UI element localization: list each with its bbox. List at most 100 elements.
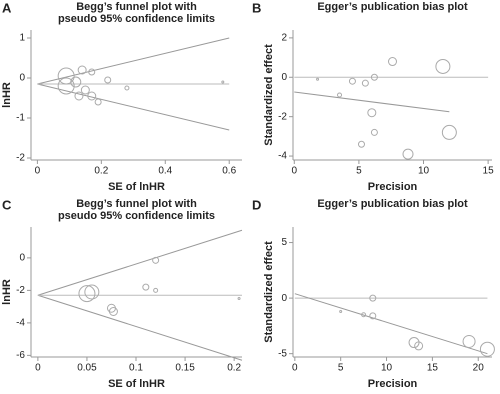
data-point [108,307,118,316]
data-point [369,294,377,302]
y-axis-label: Standardized effect [263,44,275,146]
data-point [361,312,367,318]
x-tick-label: 0.15 [175,363,195,374]
chart-title: Egger’s publication bias plot [317,1,468,13]
data-point [88,68,96,76]
data-point [70,76,82,88]
y-axis-label: Standardized effect [263,241,275,343]
x-tick-label: 20 [473,363,485,374]
reference-line [37,83,230,131]
y-tick-label: 2 [281,33,287,44]
y-tick-label: 0 [19,73,25,84]
x-axis-label: SE of lnHR [108,378,165,390]
data-point [388,57,397,67]
x-tick-label: 0 [292,166,298,177]
chart-title: Begg’s funnel plot with [76,198,197,210]
y-tick-label: -2 [278,111,287,122]
data-point [357,140,365,148]
data-point [80,85,90,95]
x-tick-label: 5 [356,166,362,177]
y-tick-label: -6 [16,350,25,361]
data-point [57,67,75,85]
y-tick-label: -4 [278,151,287,162]
x-tick-label: 0.6 [222,166,236,177]
reference-line [294,91,450,113]
data-point [153,287,159,293]
data-point [57,77,75,95]
reference-line [294,293,488,355]
y-axis-label: lnHR [1,279,13,305]
x-tick-label: 0.05 [77,363,97,374]
data-point [479,341,495,357]
y-tick-label: 5 [281,237,287,248]
data-point [124,85,130,91]
data-point [370,128,378,136]
x-tick-label: 5 [338,363,344,374]
data-point [370,73,378,81]
x-tick-label: 0.2 [227,363,241,374]
x-tick-label: 0 [35,166,41,177]
panel: D Egger’s publication bias plot 0 5 10 15 20 5 0… [252,197,495,390]
data-point [402,148,414,160]
y-tick-label: 0 [281,72,287,83]
y-tick-label: -2 [16,153,25,164]
chart-title: Egger’s publication bias plot [317,198,468,210]
y-tick-label: -2 [16,285,25,296]
data-point [462,334,476,348]
reference-line [37,229,243,296]
data-point [441,124,457,140]
x-axis-label: Precision [368,181,418,193]
data-point [221,80,225,84]
reference-line [37,37,230,85]
y-tick-label: -5 [278,348,287,359]
data-point [367,108,377,118]
data-point [348,77,356,85]
x-tick-label: 10 [381,363,393,374]
data-point [152,256,160,264]
y-tick-label: 0 [19,253,25,264]
data-point [369,312,377,320]
chart-title: pseudo 95% confidence limits [58,13,215,25]
data-point [414,341,424,351]
y-axis-label: lnHR [1,82,13,108]
panel-letter: C [2,197,12,212]
x-tick-label: 0.4 [158,166,172,177]
x-tick-label: 0 [292,363,298,374]
data-point [94,98,102,106]
data-point [104,76,112,84]
y-tick-label: 0 [281,293,287,304]
data-point [237,297,241,300]
y-tick-label: -1 [16,113,25,124]
x-tick-label: 0.2 [94,166,108,177]
data-point [339,309,343,313]
x-tick-label: 15 [483,166,495,177]
x-tick-label: 0 [35,363,41,374]
data-point [435,58,451,74]
data-point [74,91,84,101]
x-tick-label: 15 [427,363,439,374]
y-tick-label: -4 [16,318,25,329]
reference-line [37,294,243,361]
panel-letter: B [252,0,261,15]
x-axis-label: SE of lnHR [108,181,165,193]
data-point [361,79,369,87]
data-point [142,283,150,291]
data-point [78,285,96,303]
x-tick-label: 0.1 [129,363,143,374]
data-point [408,337,420,349]
x-axis-label: Precision [368,378,418,390]
x-tick-label: 10 [418,166,430,177]
data-point [316,77,320,81]
panel-letter: A [2,0,12,15]
data-point [337,92,343,98]
y-tick-label: 1 [19,33,25,44]
panel-letter: D [252,197,261,212]
data-point [84,284,100,300]
chart-title: Begg’s funnel plot with [76,1,197,13]
data-point [87,91,97,101]
